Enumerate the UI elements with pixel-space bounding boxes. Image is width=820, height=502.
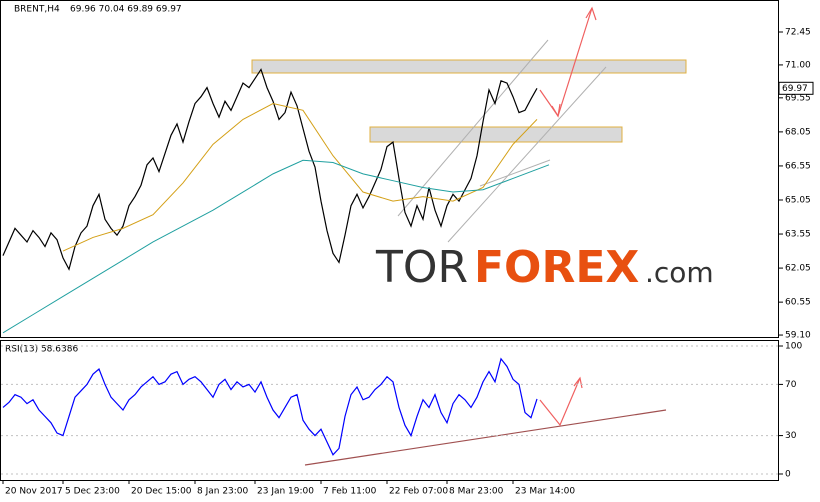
x-tick-label: 23 Mar 14:00 bbox=[515, 487, 575, 497]
x-tick-label: 8 Jan 23:00 bbox=[197, 487, 249, 497]
price-line bbox=[2, 68, 538, 271]
y-tick-label: 59.10 bbox=[785, 331, 811, 341]
y-tick-label: 0 bbox=[785, 469, 791, 479]
price-tag bbox=[778, 81, 814, 95]
y-tick-label: 65.05 bbox=[785, 195, 811, 205]
y-tick-label: 66.55 bbox=[785, 161, 811, 171]
y-tick-label: 69.55 bbox=[785, 93, 811, 103]
ohlc: 69.96 70.04 69.89 69.97 bbox=[70, 5, 182, 15]
rsi-line bbox=[2, 357, 538, 456]
x-tick-label: 8 Mar 23:00 bbox=[449, 487, 504, 497]
moving-average bbox=[2, 159, 550, 334]
x-tick-label: 7 Feb 11:00 bbox=[323, 487, 377, 497]
symbol: BRENT,H4 bbox=[14, 5, 60, 15]
y-tick-label: 71.00 bbox=[785, 60, 811, 70]
y-tick-label: 100 bbox=[785, 342, 802, 352]
y-tick-label: 68.05 bbox=[785, 127, 811, 137]
y-tick-label: 63.55 bbox=[785, 230, 811, 240]
logo-tor: TOR bbox=[375, 242, 468, 293]
x-tick-label: 20 Dec 15:00 bbox=[131, 487, 192, 497]
x-tick-label: 5 Dec 23:00 bbox=[65, 487, 120, 497]
y-tick-label: 62.05 bbox=[785, 264, 811, 274]
x-tick-label: 22 Feb 07:00 bbox=[389, 487, 448, 497]
current-price: 69.97 bbox=[782, 84, 808, 94]
rsi-trendline bbox=[304, 409, 667, 466]
watermark: TOR FOREX .com bbox=[375, 242, 714, 293]
y-tick-label: 30 bbox=[785, 431, 797, 441]
x-tick-label: 20 Nov 2017 bbox=[5, 487, 63, 497]
trend-channel bbox=[397, 39, 607, 243]
logo-forex: FOREX bbox=[474, 242, 639, 293]
y-tick-label: 72.45 bbox=[785, 28, 811, 38]
moving-average bbox=[62, 102, 538, 252]
rsi-pane bbox=[0, 340, 779, 481]
price-pane bbox=[0, 0, 779, 338]
rsi-title: RSI(13) 58.6386 bbox=[5, 345, 78, 355]
logo-com: .com bbox=[645, 256, 714, 289]
x-tick-label: 23 Jan 19:00 bbox=[257, 487, 314, 497]
resistance-zone bbox=[251, 59, 687, 74]
y-tick-label: 70 bbox=[785, 380, 797, 390]
y-tick-label: 60.55 bbox=[785, 298, 811, 308]
support-zone bbox=[369, 126, 623, 143]
